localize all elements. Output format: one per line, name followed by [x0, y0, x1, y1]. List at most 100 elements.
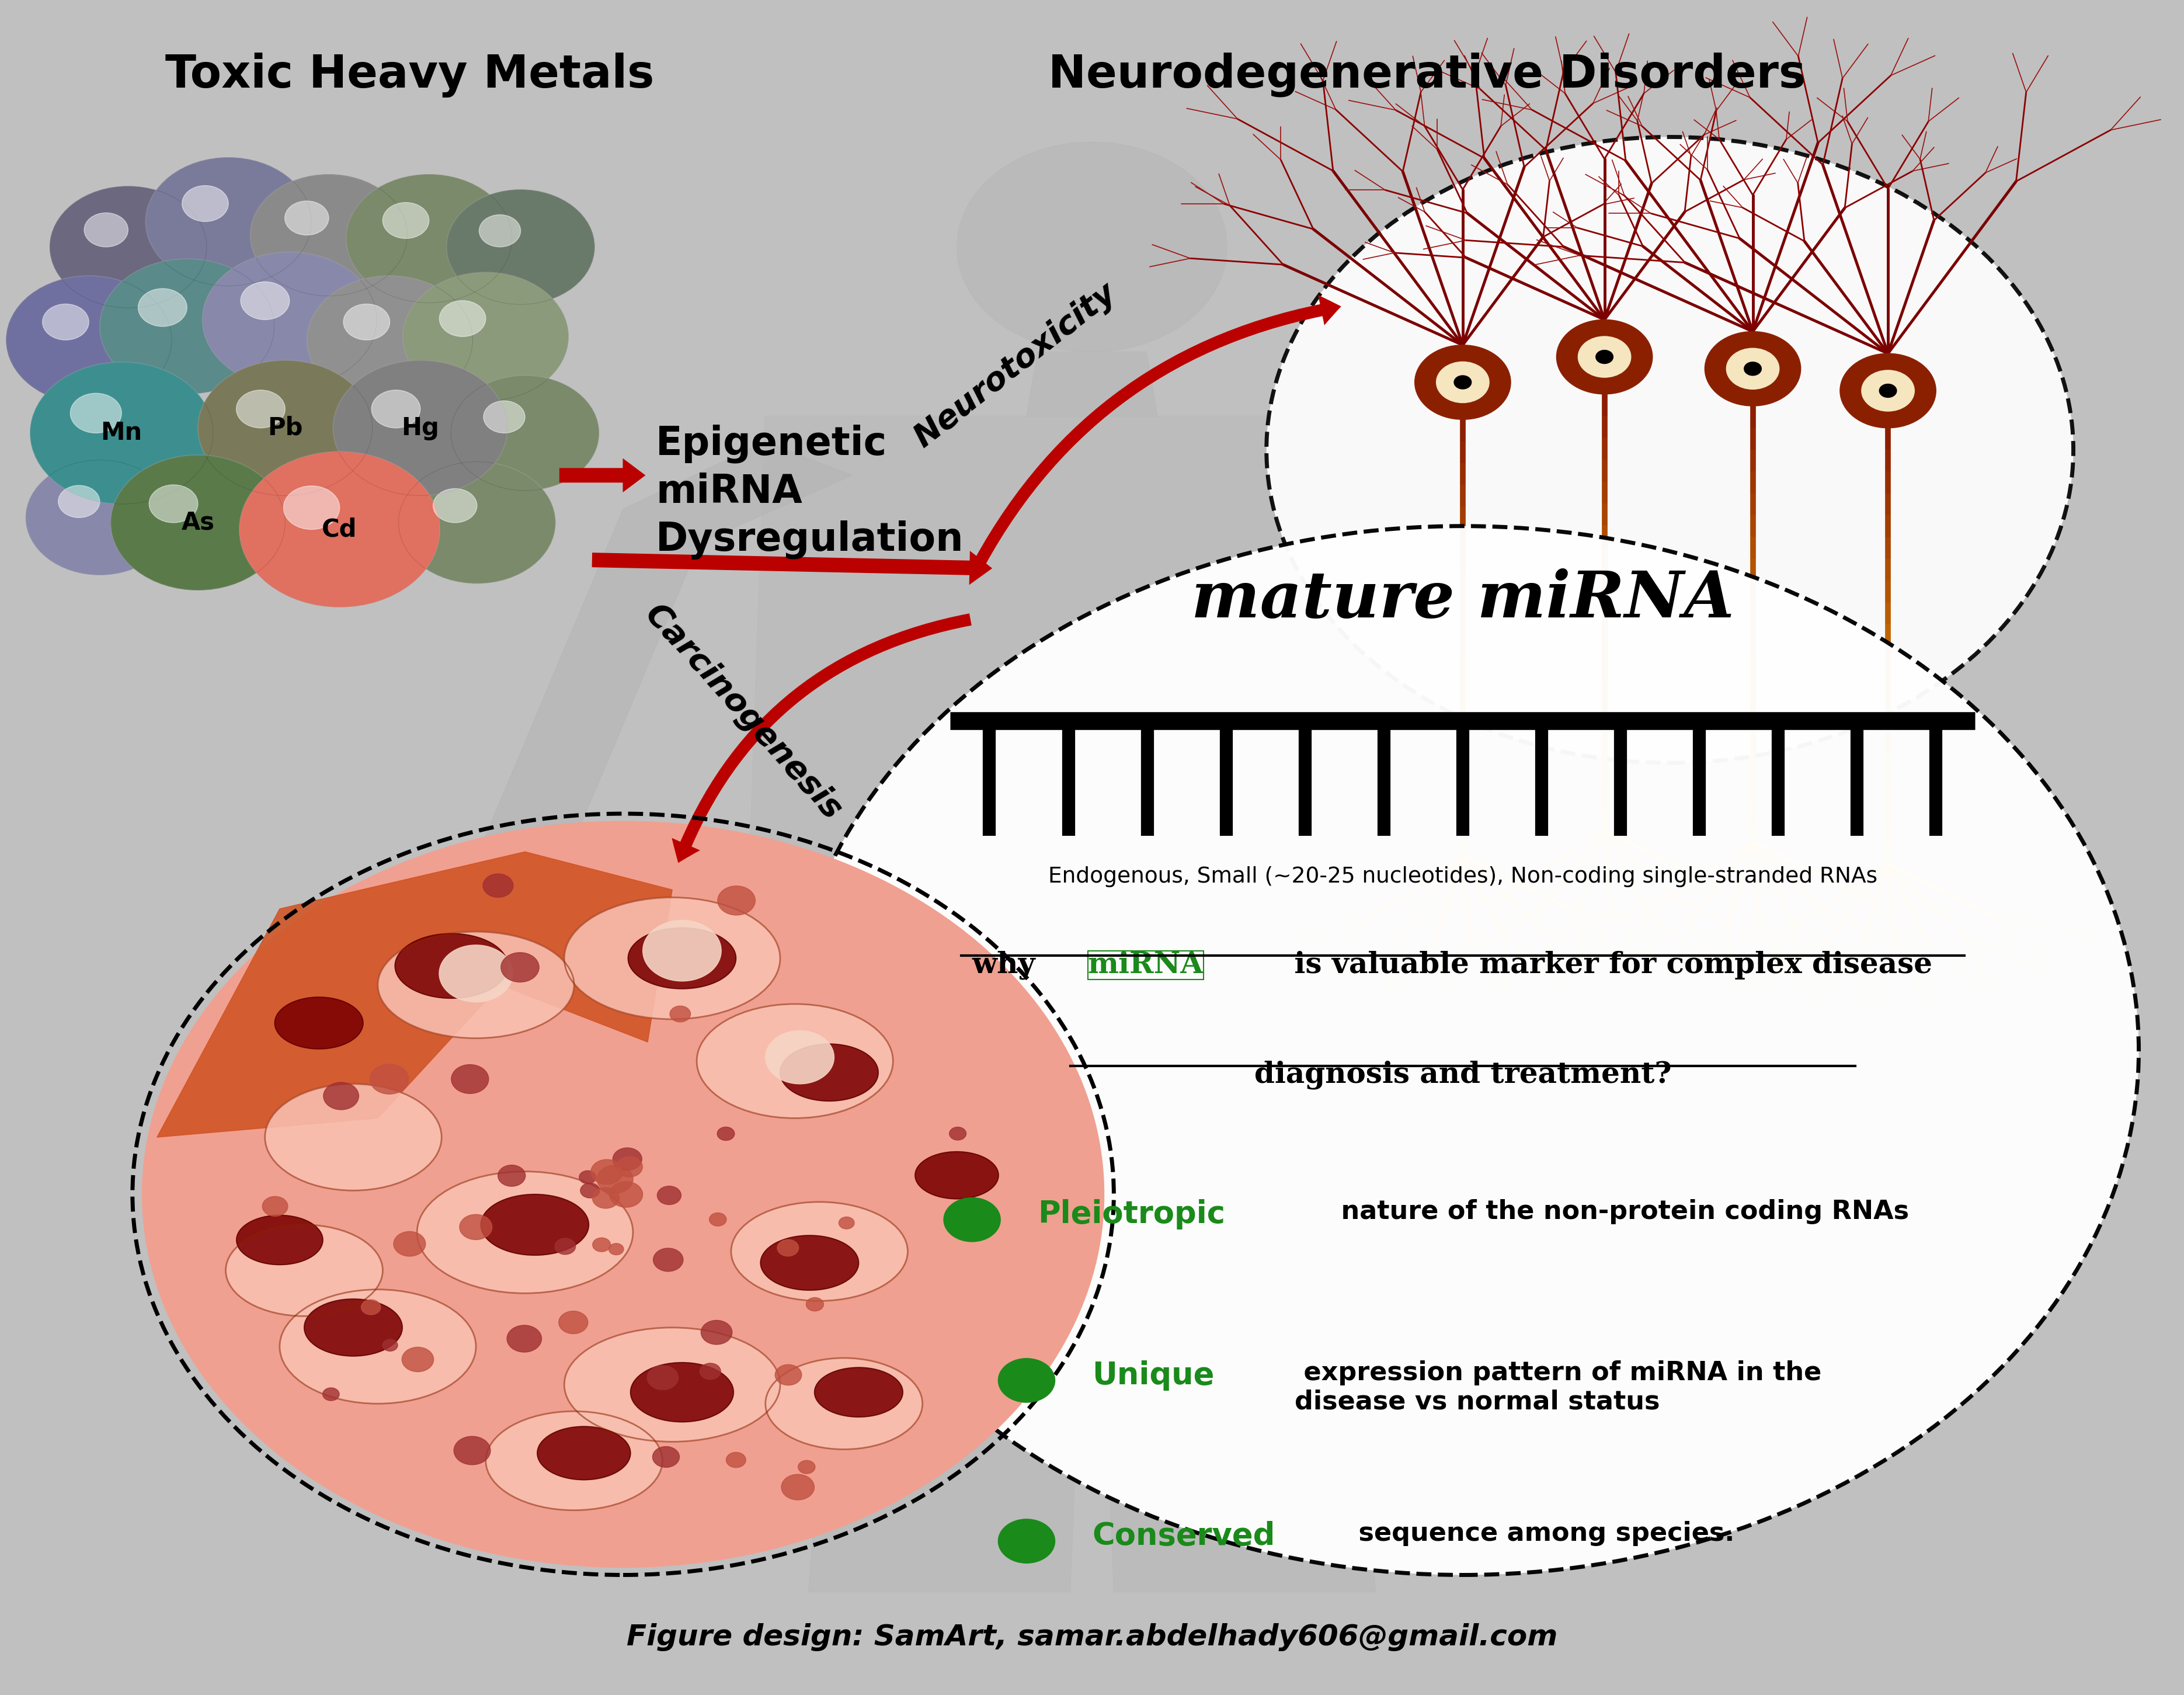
Circle shape: [59, 485, 100, 517]
Text: Pleiotropic: Pleiotropic: [1037, 1200, 1225, 1231]
Circle shape: [111, 454, 286, 590]
Polygon shape: [808, 1051, 1092, 1592]
Circle shape: [483, 875, 513, 897]
Text: sequence among species.: sequence among species.: [1350, 1520, 1734, 1546]
Circle shape: [943, 1198, 1000, 1242]
Circle shape: [31, 363, 214, 503]
Circle shape: [439, 946, 513, 1002]
Circle shape: [782, 1475, 815, 1500]
Circle shape: [478, 215, 520, 247]
Circle shape: [369, 1064, 408, 1093]
Circle shape: [1839, 354, 1935, 427]
Circle shape: [657, 1186, 681, 1205]
Circle shape: [347, 175, 511, 303]
Circle shape: [616, 1156, 642, 1176]
Circle shape: [806, 1298, 823, 1312]
Ellipse shape: [537, 1427, 631, 1480]
Circle shape: [775, 1364, 802, 1385]
Circle shape: [1745, 363, 1762, 375]
Text: Hg: Hg: [402, 415, 439, 441]
Circle shape: [149, 485, 199, 522]
Circle shape: [559, 1310, 587, 1334]
Circle shape: [100, 259, 275, 395]
Circle shape: [284, 486, 341, 529]
Text: Toxic Heavy Metals: Toxic Heavy Metals: [166, 53, 653, 97]
Circle shape: [653, 1446, 679, 1468]
FancyArrowPatch shape: [559, 458, 646, 492]
Text: Mn: Mn: [100, 420, 142, 446]
Circle shape: [203, 253, 376, 388]
Circle shape: [397, 461, 555, 583]
Ellipse shape: [732, 1202, 909, 1300]
Circle shape: [402, 1348, 435, 1371]
Circle shape: [360, 1300, 380, 1315]
Circle shape: [199, 361, 371, 495]
Ellipse shape: [275, 997, 363, 1049]
Circle shape: [1267, 137, 2073, 763]
FancyArrowPatch shape: [968, 295, 1341, 578]
Ellipse shape: [264, 1083, 441, 1190]
Text: expression pattern of miRNA in the
disease vs normal status: expression pattern of miRNA in the disea…: [1295, 1359, 1821, 1414]
Circle shape: [50, 186, 207, 308]
Ellipse shape: [225, 1225, 382, 1315]
Text: nature of the non-protein coding RNAs: nature of the non-protein coding RNAs: [1332, 1200, 1909, 1224]
Circle shape: [609, 1244, 625, 1254]
Circle shape: [382, 1339, 397, 1351]
Circle shape: [1861, 370, 1915, 412]
Text: As: As: [181, 510, 214, 536]
Ellipse shape: [915, 1151, 998, 1198]
Circle shape: [1455, 376, 1472, 388]
Circle shape: [642, 920, 721, 981]
Circle shape: [240, 281, 290, 320]
Text: mature miRNA: mature miRNA: [1190, 568, 1734, 631]
Circle shape: [653, 1248, 684, 1271]
Circle shape: [26, 459, 175, 575]
Circle shape: [998, 1519, 1055, 1563]
Text: why: why: [972, 951, 1046, 980]
Circle shape: [839, 1217, 854, 1229]
Circle shape: [41, 303, 90, 341]
Circle shape: [85, 214, 129, 247]
Text: is valuable marker for complex disease: is valuable marker for complex disease: [1284, 951, 1933, 980]
Circle shape: [7, 276, 173, 405]
Circle shape: [343, 303, 389, 341]
Circle shape: [236, 390, 286, 427]
Ellipse shape: [815, 1368, 902, 1417]
Circle shape: [402, 273, 568, 402]
Circle shape: [1557, 320, 1653, 395]
Circle shape: [764, 1031, 834, 1083]
Circle shape: [1597, 351, 1614, 364]
Circle shape: [596, 1164, 633, 1193]
Text: Cd: Cd: [321, 517, 358, 542]
Circle shape: [786, 525, 2138, 1575]
Text: diagnosis and treatment?: diagnosis and treatment?: [1254, 1061, 1671, 1090]
Ellipse shape: [629, 927, 736, 988]
Circle shape: [323, 1083, 358, 1110]
Circle shape: [446, 190, 594, 305]
Polygon shape: [437, 441, 852, 958]
Circle shape: [950, 1127, 965, 1141]
Circle shape: [609, 1181, 642, 1207]
Text: Figure design: SamArt, samar.abdelhady606@gmail.com: Figure design: SamArt, samar.abdelhady60…: [627, 1624, 1557, 1651]
Circle shape: [382, 202, 428, 239]
Ellipse shape: [480, 1195, 590, 1256]
Circle shape: [371, 390, 419, 427]
Circle shape: [146, 158, 312, 286]
Circle shape: [592, 1159, 622, 1185]
FancyArrowPatch shape: [673, 614, 972, 863]
Circle shape: [555, 1239, 577, 1254]
Text: miRNA: miRNA: [1088, 951, 1203, 980]
Circle shape: [432, 488, 476, 522]
Circle shape: [483, 400, 524, 432]
Circle shape: [70, 393, 122, 432]
Text: Carcinogenesis: Carcinogenesis: [638, 598, 847, 825]
Ellipse shape: [236, 1215, 323, 1264]
Polygon shape: [1332, 441, 1747, 958]
Circle shape: [592, 1188, 618, 1209]
Text: Endogenous, Small (~20-25 nucleotides), Non-coding single-stranded RNAs: Endogenous, Small (~20-25 nucleotides), …: [1048, 866, 1878, 886]
Circle shape: [459, 1214, 491, 1239]
Circle shape: [701, 1320, 732, 1344]
Ellipse shape: [395, 934, 509, 998]
Circle shape: [998, 1358, 1055, 1402]
Circle shape: [181, 185, 229, 222]
